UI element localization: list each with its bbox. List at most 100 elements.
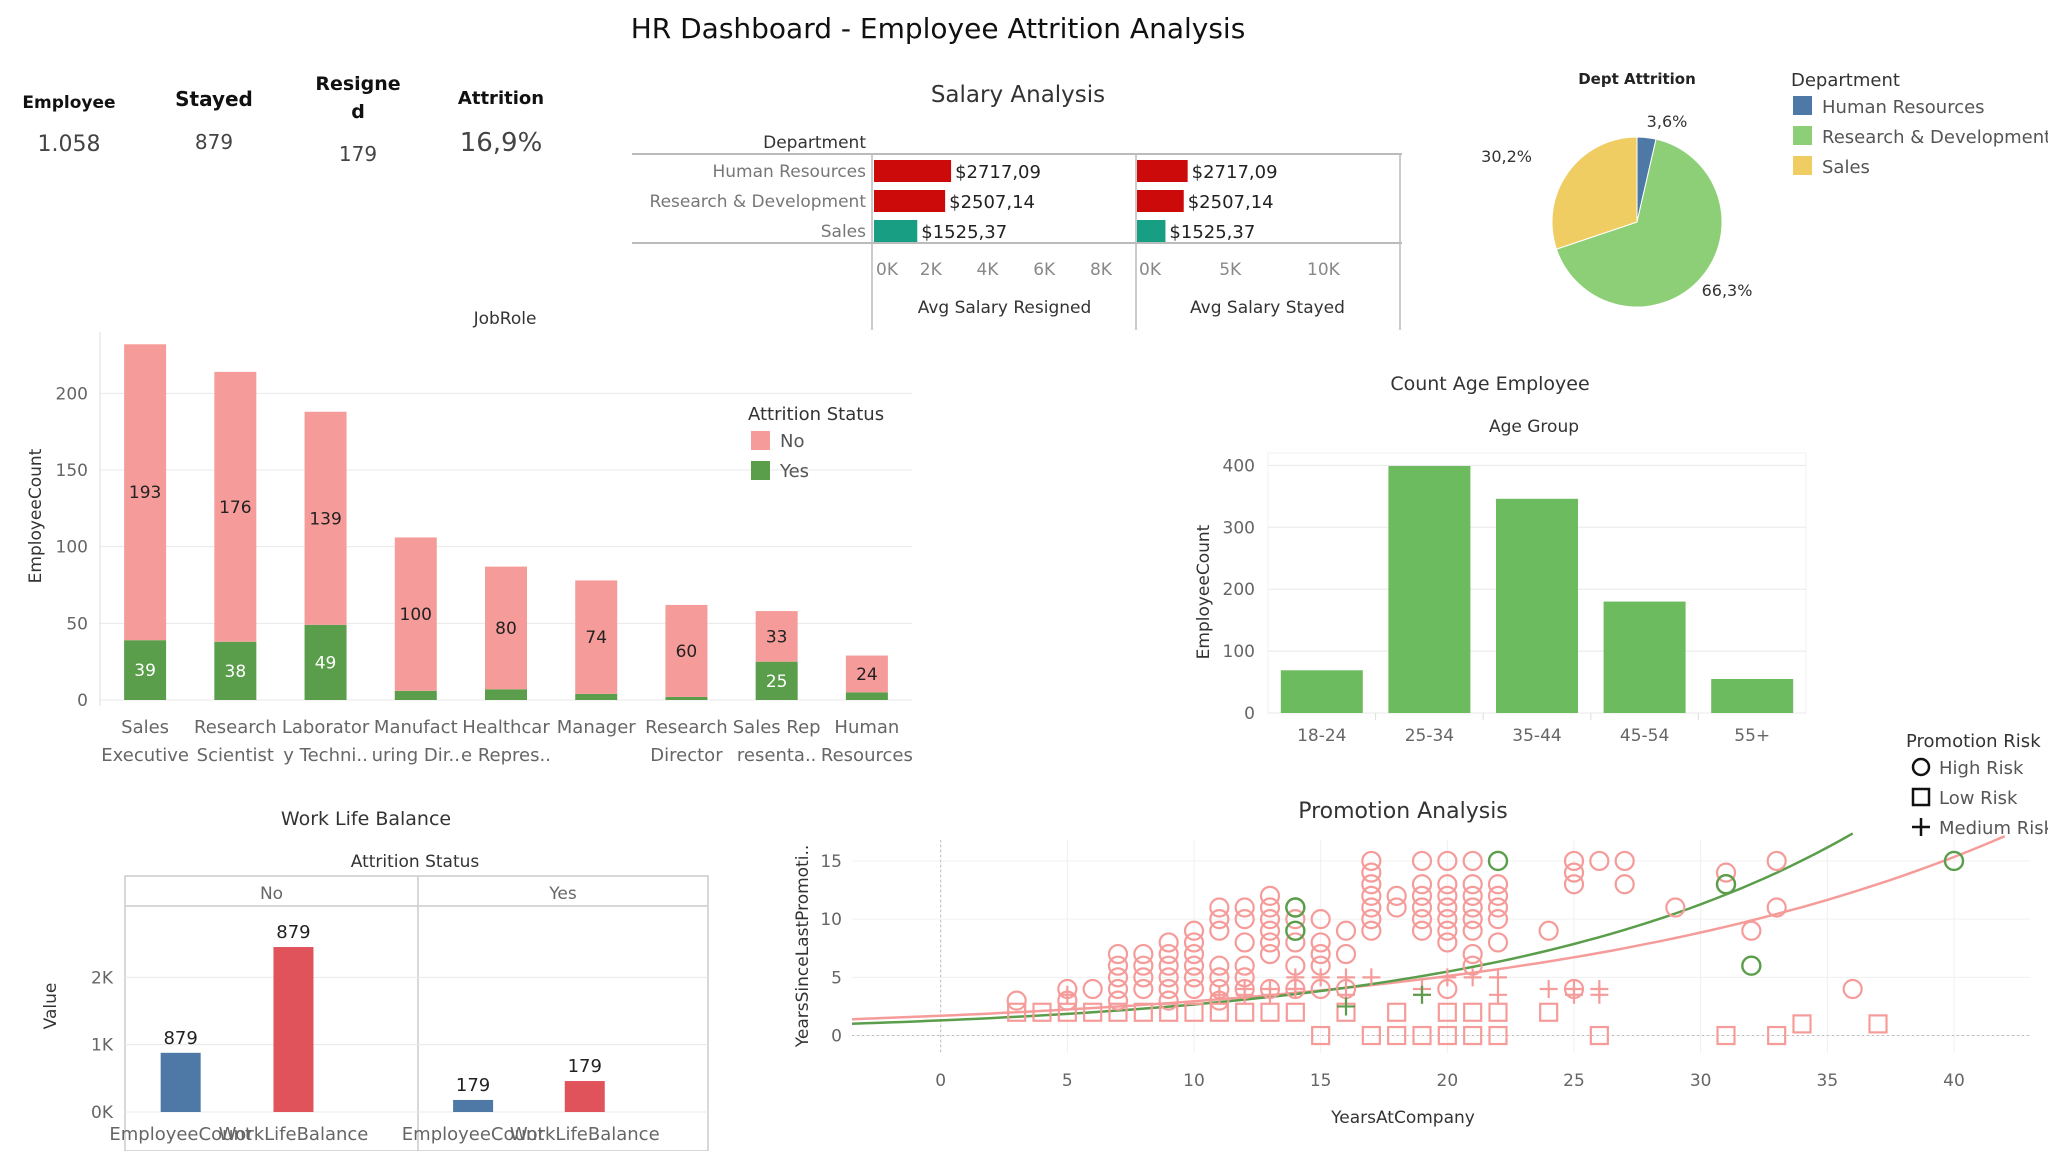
jobrole-bar-no xyxy=(755,611,798,662)
promo-point-yes xyxy=(1715,874,1737,895)
salary-tick-label: 0K xyxy=(876,260,899,280)
promo-point-high-risk xyxy=(1259,897,1281,918)
promo-point-high-risk xyxy=(1411,850,1433,872)
promo-point-yes xyxy=(1943,850,1965,872)
jobrole-category-label: Sales xyxy=(121,717,169,738)
promo-point-high-risk xyxy=(1437,897,1458,918)
jobrole-category-label: Director xyxy=(650,745,723,766)
promo-point-high-risk xyxy=(1614,850,1635,872)
wlb-value-label: 179 xyxy=(568,1056,602,1077)
work-life-balance-chart: Work Life Balance Attrition Status 0K 1K 2K V… xyxy=(41,808,709,1151)
promo-point-medium-risk xyxy=(1463,968,1482,987)
promo-ytick-label: 5 xyxy=(831,968,842,988)
kpi-employee-label: Employee xyxy=(22,93,115,113)
promo-point-low-risk xyxy=(1311,1025,1331,1046)
promo-point-low-risk xyxy=(1361,1025,1381,1046)
promo-point-low-risk xyxy=(1589,1025,1609,1046)
promo-point-high-risk xyxy=(1310,909,1331,930)
promo-point-low-risk xyxy=(1868,1014,1888,1034)
promo-point-high-risk xyxy=(1158,932,1179,953)
age-ytick-label: 300 xyxy=(1223,518,1255,538)
promo-point-high-risk xyxy=(1133,967,1154,988)
promo-point-high-risk xyxy=(1462,897,1483,918)
wlb-bar-label: WorkLifeBalance xyxy=(219,1124,369,1145)
jobrole-no-label: 139 xyxy=(309,509,341,529)
promo-point-high-risk xyxy=(1285,955,1306,976)
jobrole-no-label: 33 xyxy=(766,627,788,647)
promo-point-high-risk xyxy=(1209,897,1230,918)
promo-point-low-risk xyxy=(1133,1002,1153,1022)
jobrole-category-label: Laborator xyxy=(282,717,370,738)
promo-point-medium-risk xyxy=(1539,979,1558,998)
salary-tick-label: 2K xyxy=(920,260,943,280)
promo-xtick-label: 35 xyxy=(1817,1071,1839,1091)
promo-point-low-risk xyxy=(1387,1025,1407,1046)
kpi-attrition-value: 16,9% xyxy=(460,128,543,158)
wlb-bar-label: EmployeeCount xyxy=(109,1124,252,1145)
salary-tick-label: 5K xyxy=(1219,260,1242,280)
salary-title: Salary Analysis xyxy=(931,82,1105,108)
promo-point-high-risk xyxy=(1361,850,1382,872)
age-bar xyxy=(1496,498,1578,713)
promo-point-high-risk xyxy=(1259,909,1281,930)
jobrole-bar-no xyxy=(124,344,167,641)
promo-point-medium-risk xyxy=(1286,979,1305,998)
salary-tick-label: 6K xyxy=(1033,260,1056,280)
wlb-ytick-label: 0K xyxy=(91,1103,114,1123)
promo-point-high-risk xyxy=(1741,920,1762,941)
promo-point-high-risk xyxy=(1107,990,1129,1011)
promo-point-medium-risk xyxy=(1337,968,1355,987)
wlb-bar xyxy=(453,1099,494,1112)
promo-point-high-risk xyxy=(1209,920,1230,941)
promo-point-high-risk xyxy=(1234,897,1255,918)
promo-point-medium-risk xyxy=(1235,985,1254,1004)
jobrole-bar-no xyxy=(304,411,347,625)
wlb-ytick-label: 2K xyxy=(91,968,114,988)
promo-point-high-risk xyxy=(1234,909,1255,930)
jobrole-yes-label: 38 xyxy=(225,662,247,682)
promo-point-high-risk xyxy=(1259,932,1281,953)
promo-point-medium-risk xyxy=(1311,968,1330,987)
jobrole-bar-yes xyxy=(845,692,888,700)
promo-point-high-risk xyxy=(1107,967,1129,988)
age-ytick-label: 100 xyxy=(1223,642,1255,662)
jobrole-bar-yes xyxy=(214,641,257,700)
salary-category-label: Sales xyxy=(821,222,866,242)
jobrole-ytick-label: 200 xyxy=(56,384,88,404)
jobrole-category-label: Executive xyxy=(101,745,189,766)
promo-point-high-risk xyxy=(1234,932,1255,953)
pie-legend-swatch xyxy=(1793,126,1812,145)
jobrole-bar-yes xyxy=(485,689,527,700)
promo-point-medium-risk xyxy=(1261,985,1279,1004)
promo-legend-low-icon xyxy=(1911,787,1931,807)
promo-trend-yes xyxy=(851,832,1854,1026)
pie-legend-label: Sales xyxy=(1822,157,1870,178)
jobrole-category-label: Sales Rep xyxy=(733,717,821,738)
jobrole-no-label: 74 xyxy=(585,628,607,648)
salary-bar xyxy=(874,190,946,212)
promo-point-high-risk xyxy=(1158,990,1179,1011)
jobrole-category-label: uring Dir.. xyxy=(372,745,460,766)
promo-point-low-risk xyxy=(1108,1002,1128,1022)
promo-point-high-risk xyxy=(1183,955,1205,976)
wlb-ytick-label: 1K xyxy=(91,1036,114,1056)
promo-point-high-risk xyxy=(1437,909,1458,930)
promo-point-high-risk xyxy=(1411,897,1433,918)
salary-category-label: Research & Development xyxy=(650,192,867,212)
age-column-header: Age Group xyxy=(1489,417,1579,437)
age-ytick-label: 0 xyxy=(1244,704,1255,724)
jobrole-bar-yes xyxy=(575,693,618,700)
promo-point-high-risk xyxy=(1462,909,1483,930)
promo-point-high-risk xyxy=(1259,920,1281,941)
promo-y-axis-label: YearsSinceLastPromoti.. xyxy=(793,845,813,1048)
promo-point-high-risk xyxy=(1411,920,1433,941)
promo-point-medium-risk xyxy=(1489,985,1507,1004)
kpi-resigned-label: Resigne xyxy=(315,73,400,95)
promo-xtick-label: 10 xyxy=(1183,1071,1205,1091)
promo-point-high-risk xyxy=(1183,978,1205,1000)
promo-point-high-risk xyxy=(1259,885,1281,906)
jobrole-bar-no xyxy=(665,604,708,697)
promo-title: Promotion Analysis xyxy=(1298,799,1508,824)
promo-point-high-risk xyxy=(1183,943,1205,965)
